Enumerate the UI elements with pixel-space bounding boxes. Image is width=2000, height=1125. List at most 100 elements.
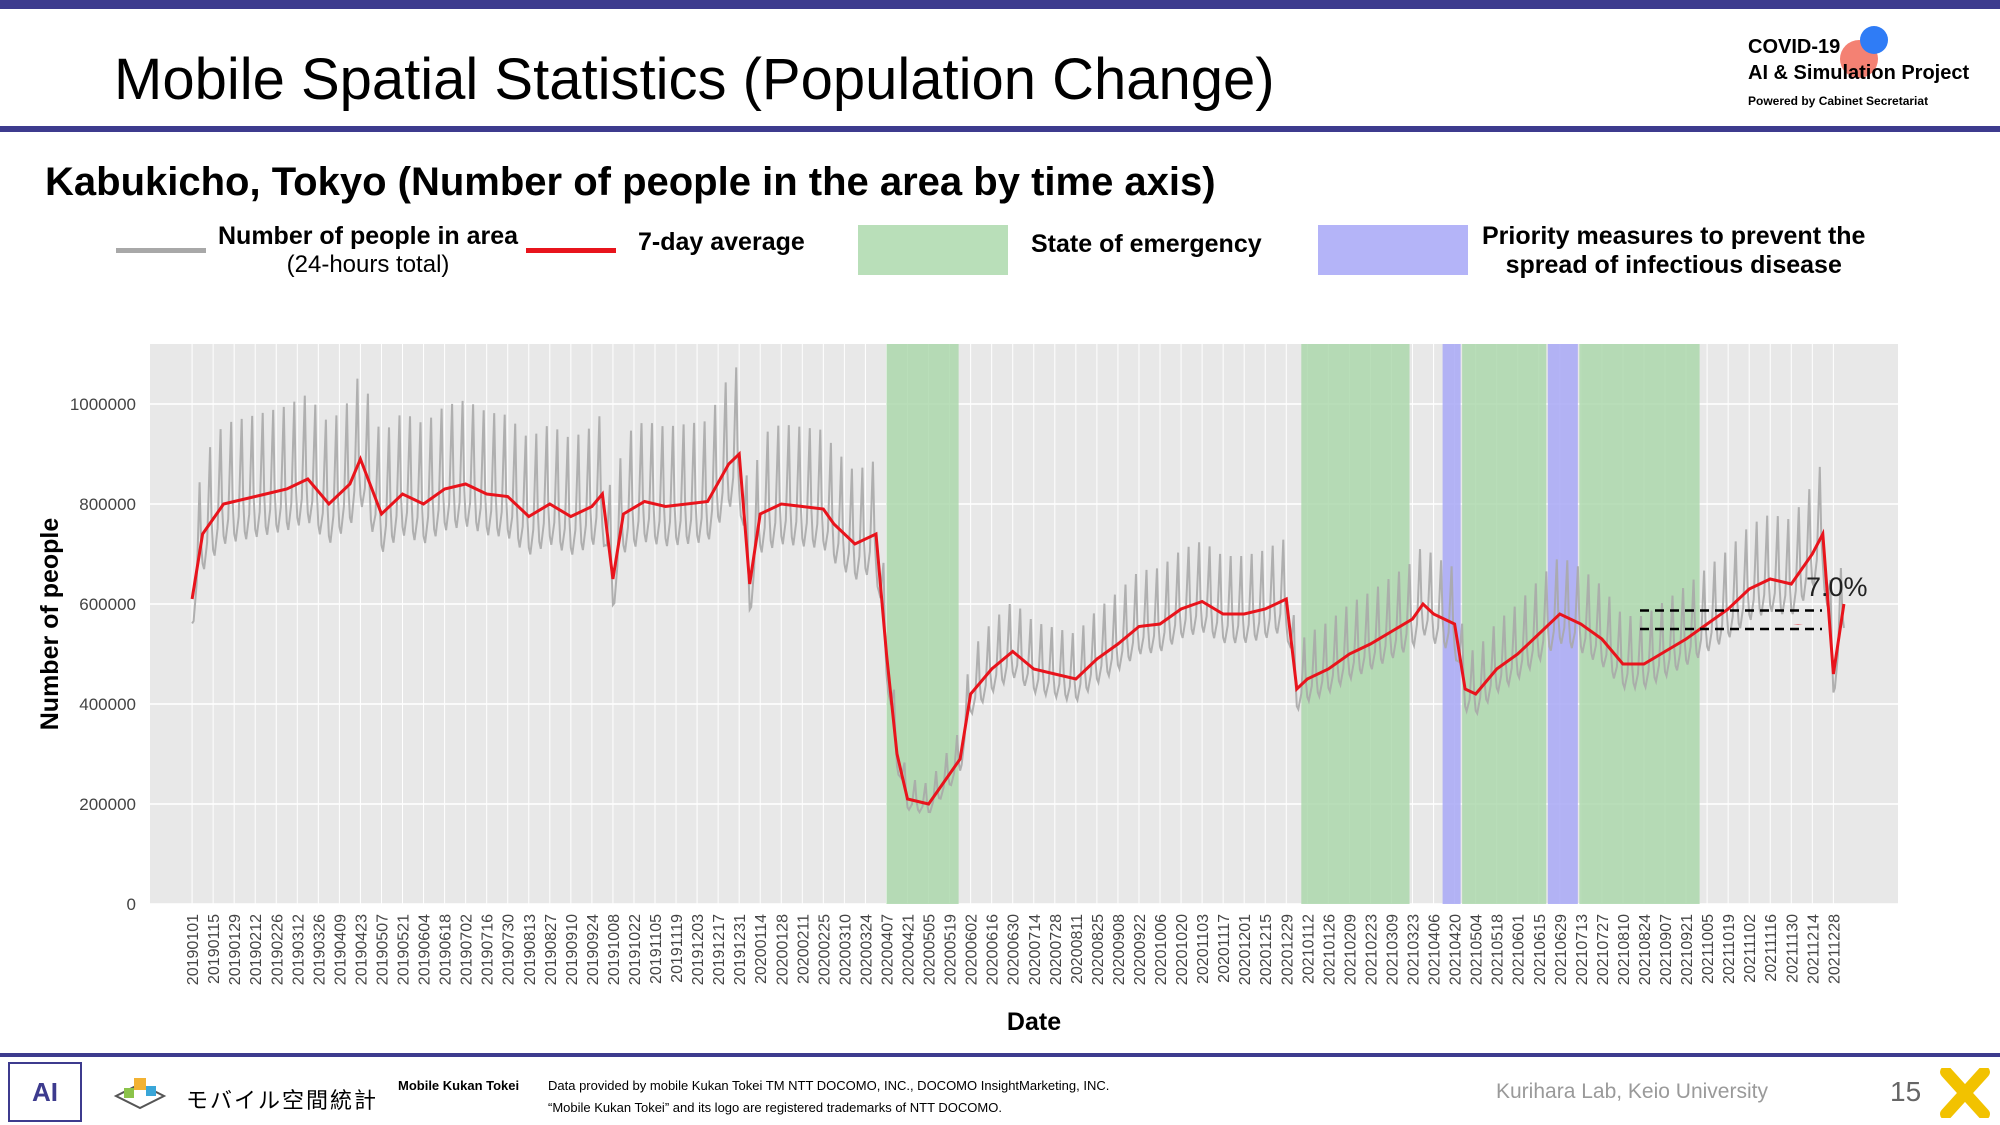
x-tick-label: 20190618 bbox=[438, 914, 455, 985]
page-title: Mobile Spatial Statistics (Population Ch… bbox=[114, 47, 1275, 112]
x-tick-label: 20201229 bbox=[1279, 914, 1296, 985]
x-tick-label: 20201201 bbox=[1237, 914, 1254, 985]
x-tick-label: 20211228 bbox=[1826, 914, 1843, 984]
x-tick-label: 20210601 bbox=[1511, 914, 1528, 985]
x-tick-label: 20211214 bbox=[1805, 914, 1822, 984]
x-tick-label: 20200630 bbox=[1006, 914, 1023, 985]
x-tick-label: 20211130 bbox=[1784, 914, 1801, 983]
logo-dot-blue bbox=[1860, 26, 1888, 54]
x-tick-label: 20191105 bbox=[648, 914, 665, 984]
x-tick-label: 20190521 bbox=[396, 914, 413, 985]
x-tick-label: 20190312 bbox=[290, 914, 307, 985]
x-tick-label: 20211019 bbox=[1721, 914, 1738, 984]
x-tick-label: 20200505 bbox=[922, 914, 939, 985]
legend-swatch-priority bbox=[1318, 225, 1468, 275]
lab-logo-icon: AI bbox=[8, 1062, 82, 1122]
x-tick-label: 20190409 bbox=[332, 914, 349, 985]
y-tick-label: 200000 bbox=[79, 795, 136, 814]
x-tick-label: 20200519 bbox=[943, 914, 960, 985]
x-tick-label: 20190604 bbox=[417, 914, 434, 985]
x-tick-label: 20190226 bbox=[269, 914, 286, 985]
x-tick-label: 20191203 bbox=[690, 914, 707, 985]
x-tick-label: 20200908 bbox=[1111, 914, 1128, 985]
x-tick-label: 20200407 bbox=[879, 914, 896, 985]
legend-sublabel-raw: (24-hours total) bbox=[286, 251, 450, 278]
x-tick-label: 20210518 bbox=[1490, 914, 1507, 985]
x-tick-label: 20200128 bbox=[774, 914, 791, 985]
x-tick-label: 20190813 bbox=[522, 914, 539, 985]
x-tick-label: 20210629 bbox=[1553, 914, 1570, 985]
x-tick-label: 20190730 bbox=[501, 914, 518, 985]
logo-line-3: Powered by Cabinet Secretariat bbox=[1748, 94, 1929, 108]
x-tick-label: 20210615 bbox=[1532, 914, 1549, 985]
legend-label-avg: 7-day average bbox=[638, 228, 805, 256]
x-tick-label: 20190129 bbox=[227, 914, 244, 985]
y-tick-label: 1000000 bbox=[70, 395, 136, 414]
population-chart: 0 200000 400000 600000 800000 1000000 20190101… bbox=[36, 344, 1898, 1036]
legend-swatch-raw bbox=[116, 248, 206, 253]
x-tick-label: 20200421 bbox=[901, 914, 918, 985]
logo-line-1: COVID-19 bbox=[1748, 36, 1841, 58]
title-divider bbox=[0, 126, 2000, 132]
x-tick-label: 20200714 bbox=[1027, 914, 1044, 985]
x-tick-label: 20190423 bbox=[353, 914, 370, 985]
brand-jp: モバイル空間統計 bbox=[186, 1088, 379, 1113]
y-axis-label: Number of people bbox=[36, 518, 64, 731]
x-tick-label: 20190101 bbox=[185, 914, 202, 985]
top-bar bbox=[0, 0, 2000, 9]
y-tick-label: 600000 bbox=[79, 595, 136, 614]
x-tick-label: 20200825 bbox=[1090, 914, 1107, 985]
x-tick-label: 20201006 bbox=[1153, 914, 1170, 985]
x-tick-label: 20211116 bbox=[1763, 914, 1780, 982]
lab-name: Kurihara Lab, Keio University bbox=[1496, 1080, 1768, 1103]
legend-item-priority: Priority measures to prevent the spread … bbox=[1482, 222, 1865, 280]
keio-x-icon bbox=[1940, 1066, 1990, 1120]
x-tick-label: 20190507 bbox=[374, 914, 391, 985]
x-tick-label: 20201020 bbox=[1174, 914, 1191, 985]
x-tick-label: 20201215 bbox=[1258, 914, 1275, 985]
legend-label-priority-2: spread of infectious disease bbox=[1505, 251, 1842, 279]
x-tick-label: 20191008 bbox=[606, 914, 623, 985]
x-tick-label: 20210223 bbox=[1363, 914, 1380, 985]
x-tick-label: 20210209 bbox=[1342, 914, 1359, 985]
series-avg-line bbox=[190, 450, 1846, 806]
x-tick-label: 20210727 bbox=[1595, 914, 1612, 985]
x-tick-label: 20210824 bbox=[1637, 914, 1654, 985]
x-tick-label: 20210309 bbox=[1384, 914, 1401, 985]
x-tick-label: 20211005 bbox=[1700, 914, 1717, 984]
emergency-period bbox=[886, 344, 959, 904]
x-tick-label: 20211102 bbox=[1742, 914, 1759, 983]
x-tick-label: 20210907 bbox=[1658, 914, 1675, 985]
page-number: 15 bbox=[1890, 1076, 1922, 1107]
x-tick-label: 20201103 bbox=[1195, 914, 1212, 984]
x-tick-label: 20210112 bbox=[1300, 914, 1317, 984]
x-tick-label: 20200728 bbox=[1048, 914, 1065, 985]
x-tick-label: 20200922 bbox=[1132, 914, 1149, 985]
x-tick-label: 20200211 bbox=[795, 914, 812, 984]
x-tick-label: 20200602 bbox=[964, 914, 981, 985]
priority-period bbox=[1547, 344, 1578, 904]
x-tick-label: 20190115 bbox=[206, 914, 223, 984]
legend-label-priority-1: Priority measures to prevent the bbox=[1482, 222, 1866, 250]
kukan-cube-icon bbox=[112, 1076, 168, 1110]
y-tick-label: 400000 bbox=[79, 695, 136, 714]
x-tick-label: 20191022 bbox=[627, 914, 644, 985]
x-tick-label: 20190702 bbox=[459, 914, 476, 985]
y-tick-label: 0 bbox=[127, 895, 136, 914]
x-tick-label: 20200114 bbox=[753, 914, 770, 984]
x-tick-label: 20200616 bbox=[985, 914, 1002, 985]
x-tick-label: 20200310 bbox=[837, 914, 854, 985]
x-tick-label: 20200324 bbox=[858, 914, 875, 985]
x-tick-label: 20200811 bbox=[1069, 914, 1086, 984]
x-tick-label: 20190326 bbox=[311, 914, 328, 985]
x-tick-label: 20191231 bbox=[732, 914, 749, 985]
brand-en: Mobile Kukan Tokei bbox=[398, 1078, 520, 1093]
x-tick-label: 20191119 bbox=[669, 914, 686, 983]
x-tick-label: 20190716 bbox=[480, 914, 497, 985]
y-tick-label: 800000 bbox=[79, 495, 136, 514]
x-tick-label: 20210713 bbox=[1574, 914, 1591, 985]
change-annotation: 7.0% bbox=[1806, 572, 1868, 602]
series-raw-line bbox=[191, 367, 1845, 815]
legend-label-raw: Number of people in area bbox=[218, 222, 519, 250]
data-note-2: “Mobile Kukan Tokei” and its logo are re… bbox=[548, 1100, 1002, 1115]
